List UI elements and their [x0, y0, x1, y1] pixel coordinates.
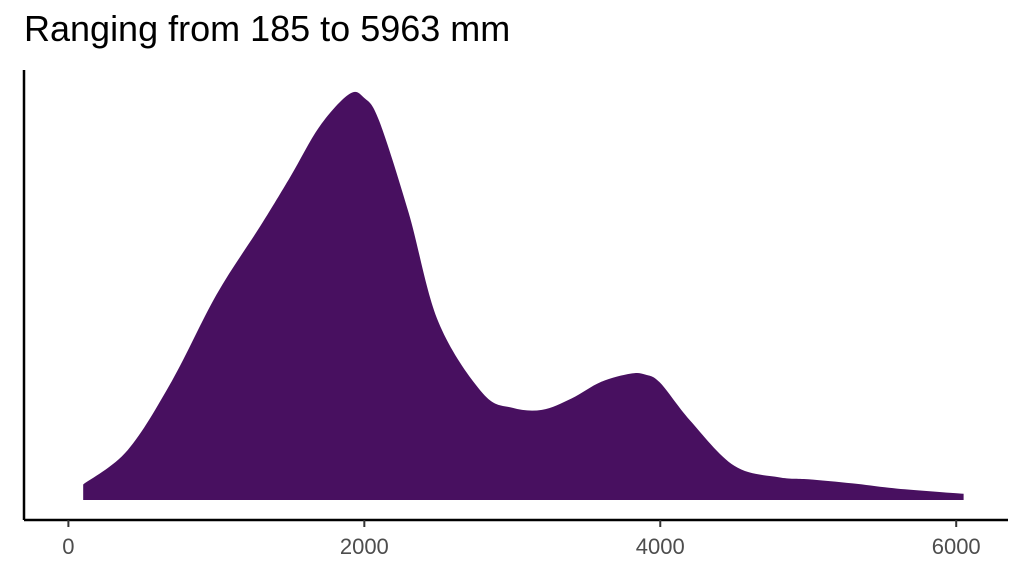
x-tick-label: 6000 [932, 534, 981, 559]
x-tick-label: 2000 [340, 534, 389, 559]
x-tick-label: 0 [62, 534, 74, 559]
x-axis-ticks: 0 2000 4000 6000 [62, 520, 981, 559]
chart-title: Ranging from 185 to 5963 mm [24, 8, 511, 49]
x-tick-label: 4000 [636, 534, 685, 559]
density-area [83, 91, 964, 501]
